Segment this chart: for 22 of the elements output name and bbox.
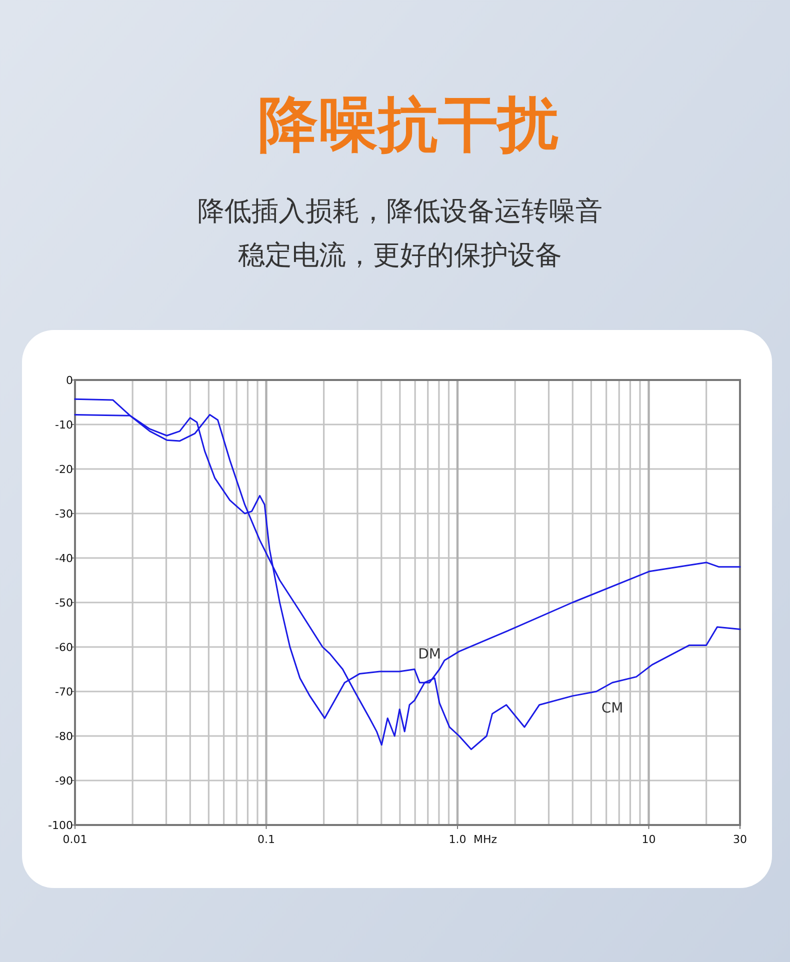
y-tick-label: -20 <box>55 463 73 476</box>
y-tick-label: -40 <box>55 552 73 565</box>
y-tick-label: -50 <box>55 596 73 610</box>
x-tick-label: 10 <box>642 833 656 846</box>
y-tick-label: -30 <box>55 508 73 520</box>
y-tick-label: 0 <box>66 374 73 387</box>
y-tick-label: -100 <box>48 819 73 832</box>
text: 稳定电流，更好的保护设备 <box>238 240 562 271</box>
y-tick-label: -70 <box>55 686 73 698</box>
x-tick-label: 1.0 <box>448 833 466 846</box>
x-tick-label: 0.1 <box>258 833 275 846</box>
x-axis-title: MHz <box>474 833 498 846</box>
x-tick-label: 30 <box>733 833 747 846</box>
y-tick-label: -10 <box>55 418 73 432</box>
series-label: DM <box>418 646 441 663</box>
y-tick-label: -60 <box>55 641 73 654</box>
y-tick-label: -80 <box>55 730 73 743</box>
series-label: CM <box>601 700 624 717</box>
y-tick-label: -90 <box>55 774 73 788</box>
chart-title: 降噪抗干扰 <box>258 90 559 160</box>
x-tick-label: 0.01 <box>62 833 88 846</box>
chart-subtitle: 降低插入损耗，降低设备运转噪音 <box>198 196 602 227</box>
